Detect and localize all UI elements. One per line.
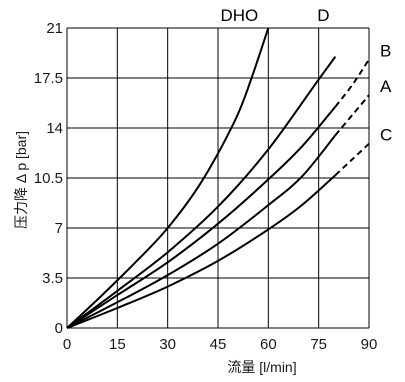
series-line-dashed-C (334, 142, 370, 176)
series-label-A: A (380, 77, 392, 96)
series-line-A (66, 134, 337, 329)
y-tick-label: 0 (55, 320, 63, 337)
series-label-B: B (380, 41, 391, 60)
x-tick-label: 60 (260, 336, 277, 353)
x-tick-label: 0 (63, 336, 71, 353)
series-line-dashed-B (334, 58, 370, 108)
y-tick-label: 17.5 (34, 70, 63, 87)
y-tick-label: 21 (46, 20, 63, 37)
series-label-C: C (380, 126, 392, 145)
series-line-dashed-A (334, 94, 370, 136)
x-tick-label: 45 (210, 336, 227, 353)
series-line-C (66, 174, 337, 329)
curves (66, 27, 370, 329)
x-tick-label: 90 (361, 336, 378, 353)
series-label-DHO: DHO (220, 6, 258, 25)
series-label-D: D (317, 6, 329, 25)
y-axis-title: 压力降 Δ p [bar] (13, 131, 29, 229)
series-line-B (66, 105, 337, 329)
x-tick-label: 15 (109, 336, 126, 353)
y-tick-label: 3.5 (42, 270, 63, 287)
series-line-DHO (66, 27, 270, 329)
x-axis-title: 流量 [l/min] (227, 359, 296, 375)
curve-labels: DHO D BA C (220, 6, 392, 145)
y-tick-label: 14 (46, 120, 63, 137)
y-tick-label: 7 (55, 220, 63, 237)
y-tick-label: 10.5 (34, 170, 63, 187)
x-tick-label: 75 (310, 336, 327, 353)
tick-labels: 0 15 30 45 60 75 90 0 3.5 7 10.5 14 17.5 21 (34, 20, 378, 353)
x-tick-label: 30 (159, 336, 176, 353)
series-line-D (66, 56, 337, 329)
